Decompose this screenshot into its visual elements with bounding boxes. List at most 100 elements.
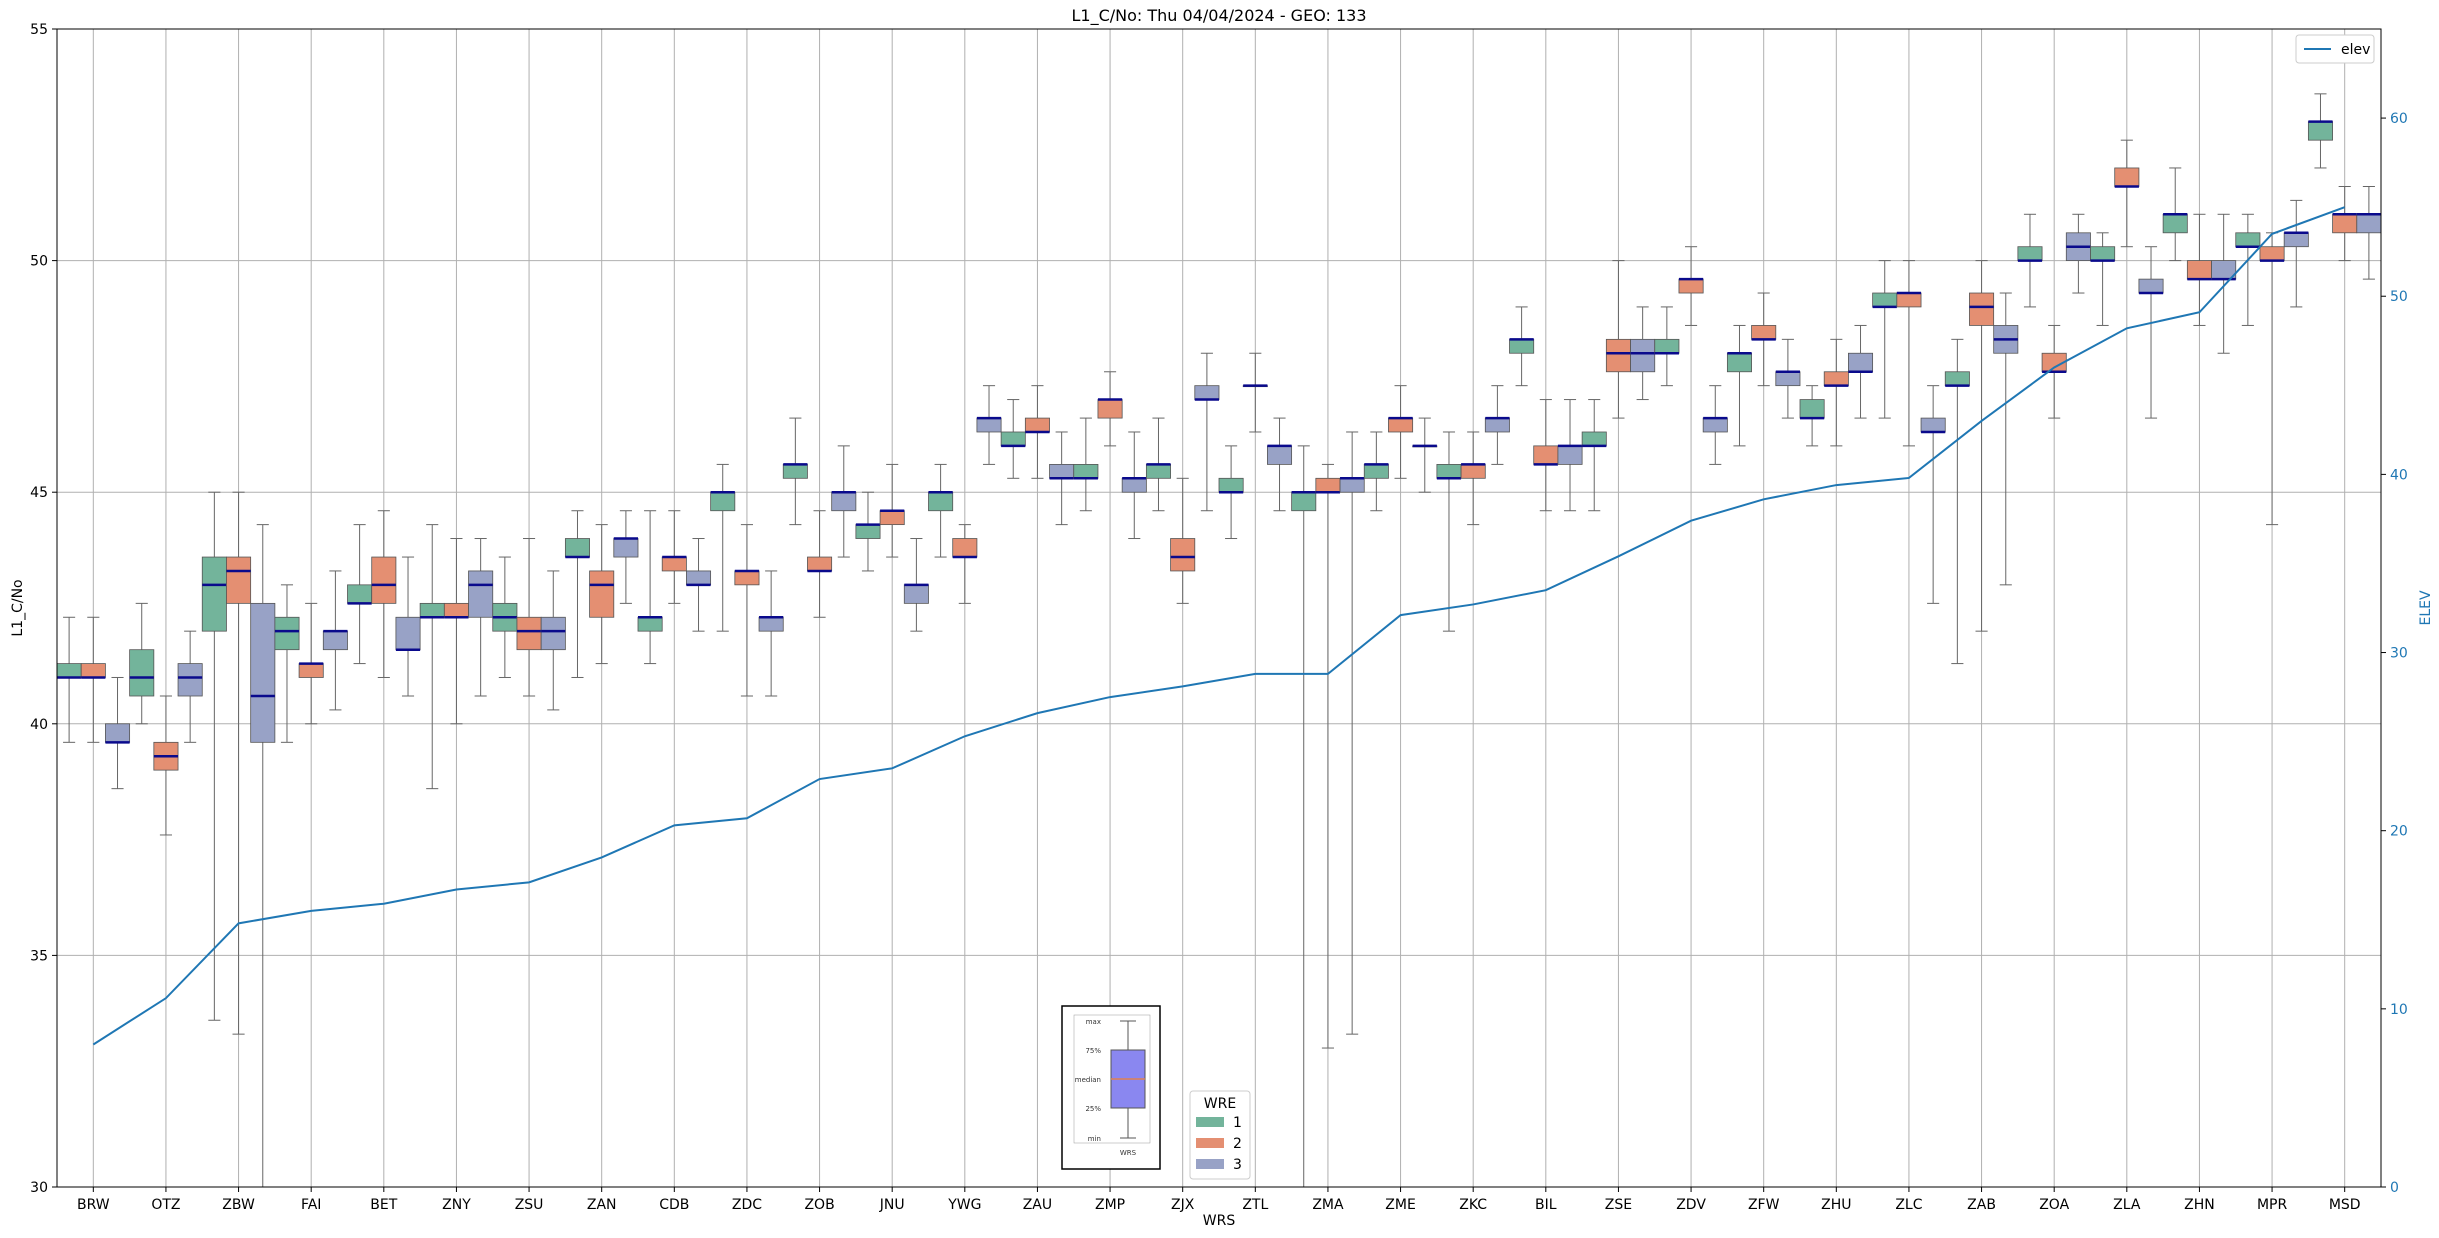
x-tick-label: BET	[370, 1197, 397, 1213]
x-tick-label: ZFW	[1748, 1197, 1780, 1213]
wre-legend-frame	[1189, 1090, 1251, 1180]
x-tick-label: ZLC	[1895, 1197, 1922, 1213]
box-BRW-wre2	[80, 616, 106, 743]
iqr-box	[2017, 246, 2043, 261]
x-tick-label: ZOB	[804, 1197, 834, 1213]
iqr-box	[661, 556, 687, 572]
iqr-box	[2114, 167, 2140, 187]
wre-legend-title: WRE	[1204, 1096, 1236, 1112]
box-ZHN-wre2	[2186, 213, 2212, 326]
x-tick-label: ZTL	[1242, 1197, 1268, 1213]
box-BRW-wre3	[105, 676, 131, 790]
box-ZNY-wre2	[443, 538, 469, 725]
iqr-box	[2235, 232, 2261, 248]
box-BIL-wre3	[1557, 399, 1583, 512]
box-MPR-wre2	[2259, 232, 2285, 526]
iqr-box	[1339, 477, 1365, 493]
x-tick-label: ZLA	[2113, 1197, 2141, 1213]
box-ZSU-wre1	[492, 556, 518, 678]
box-ZAN-wre3	[613, 510, 639, 604]
iqr-box	[976, 417, 1002, 433]
iqr-box	[1097, 399, 1123, 419]
y2-tick-label: 0	[2390, 1180, 2399, 1196]
box-ZOA-wre1	[2017, 213, 2043, 308]
box-ZNY-wre3	[468, 538, 494, 697]
x-tick-label: ZAB	[1967, 1197, 1996, 1213]
box-ZHU-wre1	[1799, 385, 1825, 447]
box-ZOB-wre1	[782, 417, 808, 526]
box-ZFW-wre2	[1751, 292, 1777, 387]
iqr-box	[1533, 445, 1559, 465]
box-ZLC-wre3	[1920, 385, 1946, 604]
elevation-line-series	[92, 206, 2346, 1046]
x-tick-label: ZOA	[2039, 1197, 2069, 1213]
box-ZAN-wre2	[589, 524, 615, 665]
box-MSD-wre1	[2307, 93, 2333, 169]
box-CDB-wre3	[686, 538, 712, 632]
box-ZHU-wre3	[1848, 324, 1874, 419]
iqr-box	[1751, 325, 1777, 340]
iqr-box	[710, 491, 736, 512]
iqr-box	[347, 584, 373, 604]
iqr-box	[831, 491, 857, 512]
iqr-box	[1509, 338, 1535, 354]
box-ZOB-wre3	[831, 445, 857, 558]
box-ZKC-wre2	[1460, 431, 1486, 526]
box-ZLA-wre2	[2114, 139, 2140, 248]
iqr-box	[250, 602, 276, 743]
iqr-box	[1848, 352, 1874, 373]
iqr-box	[613, 538, 639, 558]
iqr-box	[928, 491, 954, 512]
iqr-box	[1726, 352, 1752, 373]
box-ZMP-wre2	[1097, 371, 1123, 447]
iqr-box	[1145, 464, 1171, 479]
box-YWG-wre3	[976, 385, 1002, 465]
box-key-label-q1: 25%	[1085, 1105, 1101, 1113]
iqr-box	[2332, 213, 2358, 234]
iqr-box	[1581, 431, 1607, 447]
box-key-label-min: min	[1088, 1135, 1101, 1143]
x-tick-label: MSD	[2329, 1197, 2361, 1213]
iqr-box	[1291, 491, 1317, 512]
wre-legend: WRE 1 2 3	[1189, 1090, 1251, 1180]
box-ZKC-wre3	[1484, 385, 1510, 465]
iqr-box	[1363, 464, 1389, 479]
box-MSD-wre2	[2332, 185, 2358, 262]
iqr-box	[540, 616, 566, 651]
box-ZAU-wre1	[1000, 399, 1026, 479]
iqr-box	[201, 556, 227, 632]
box-CDB-wre2	[661, 510, 687, 604]
box-ZOA-wre3	[2065, 213, 2091, 294]
box-ZLA-wre3	[2138, 246, 2164, 419]
iqr-box	[419, 602, 445, 618]
secondary-y-axis-label: ELEV	[2418, 590, 2434, 625]
iqr-box	[443, 602, 469, 618]
iqr-box	[1872, 292, 1898, 308]
y2-tick-label: 40	[2390, 467, 2408, 483]
line-legend-frame	[2295, 34, 2375, 64]
iqr-box	[1194, 385, 1220, 400]
box-ZDV-wre1	[1654, 306, 1680, 387]
box-MSD-wre3	[2356, 185, 2382, 280]
chart-title: L1_C/No: Thu 04/04/2024 - GEO: 133	[1071, 6, 1366, 26]
box-YWG-wre1	[928, 463, 954, 558]
x-tick-label: FAI	[301, 1197, 321, 1213]
box-ZSE-wre1	[1581, 399, 1607, 512]
x-tick-label: YWG	[947, 1197, 981, 1213]
iqr-box	[1605, 338, 1631, 373]
box-FAI-wre1	[274, 584, 300, 743]
box-ZDC-wre1	[710, 463, 736, 632]
x-tick-label: ZMA	[1312, 1197, 1344, 1213]
box-ZFW-wre3	[1775, 338, 1801, 419]
iqr-box	[1121, 477, 1147, 493]
iqr-box	[1218, 477, 1244, 493]
iqr-box	[1654, 338, 1680, 354]
x-tick-label: OTZ	[151, 1197, 180, 1213]
iqr-box	[879, 510, 905, 526]
iqr-box	[56, 663, 82, 678]
iqr-box	[1000, 431, 1026, 447]
x-tick-label: ZKC	[1459, 1197, 1487, 1213]
box-JNU-wre2	[879, 463, 905, 558]
y-tick-label: 55	[30, 22, 48, 38]
